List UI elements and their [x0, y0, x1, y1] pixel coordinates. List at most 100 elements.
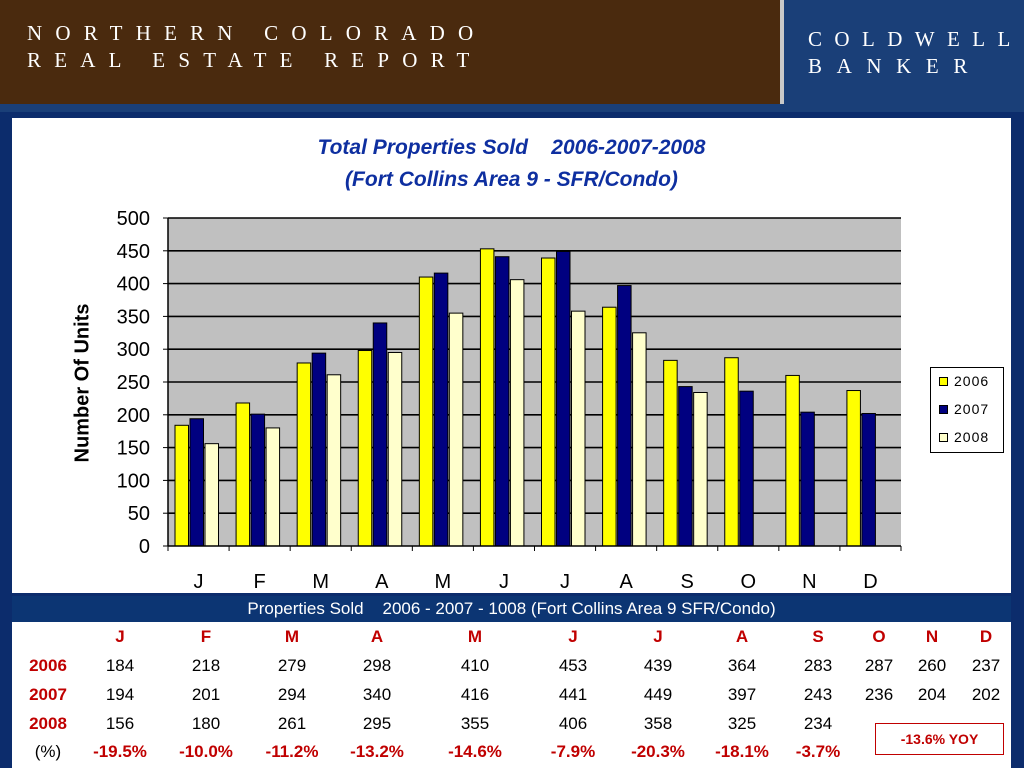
- x-tick-label: J: [560, 571, 570, 593]
- table-cell: -10.0%: [179, 742, 233, 761]
- brand-name-line1: COLDWELL: [808, 27, 1023, 51]
- table-cell: 236: [864, 685, 894, 704]
- bar-2007-2: [311, 352, 327, 547]
- bar-2006-7: [602, 306, 617, 547]
- table-col-header: S: [812, 627, 824, 646]
- table-cell: 243: [803, 685, 833, 704]
- report-header-band: [0, 0, 780, 104]
- y-tick-label: 200: [117, 405, 150, 427]
- x-tick-label: M: [312, 571, 329, 593]
- x-tick-label: S: [681, 571, 694, 593]
- table-cell: 294: [277, 685, 307, 704]
- bar-2008-4: [448, 312, 464, 547]
- x-tick-label: M: [435, 571, 452, 593]
- table-col-header: D: [979, 627, 993, 646]
- bar-2008-1: [265, 427, 281, 547]
- bar-2006-8: [663, 359, 678, 547]
- table-cell: 355: [460, 714, 490, 733]
- table-col-header: O: [872, 627, 886, 646]
- bar-2008-6: [571, 310, 586, 547]
- table-cell: 287: [864, 656, 894, 675]
- x-tick-label: F: [254, 571, 266, 593]
- bar-2006-11: [846, 390, 861, 547]
- table-cell: 218: [191, 656, 221, 675]
- yoy-note: -13.6% YOY: [875, 723, 1004, 755]
- bar-2006-10: [785, 374, 800, 547]
- chart-legend: 2006 2007 2008: [930, 367, 1004, 453]
- y-tick-label: 150: [117, 438, 150, 460]
- x-tick-label: D: [863, 571, 877, 593]
- y-tick-label: 400: [117, 274, 150, 296]
- table-cell: 261: [277, 714, 307, 733]
- table-col-header: M: [284, 627, 300, 646]
- bar-2007-10: [800, 411, 815, 547]
- table-cell: 410: [460, 656, 490, 675]
- x-tick-label: A: [375, 571, 389, 593]
- report-title-line2: REAL ESTATE REPORT: [27, 48, 483, 72]
- chart-title: Total Properties Sold 2006-2007-2008: [317, 136, 706, 159]
- bar-chart: 0 50 100 150 200 250 300 350 400 450 500 J F M A M J J A S O…: [117, 208, 902, 593]
- table-title-bar: Properties Sold 2006 - 2007 - 1008 (Fort…: [12, 596, 1011, 622]
- x-tick-label: A: [619, 571, 633, 593]
- x-tick-label: J: [499, 571, 509, 593]
- table-cell: 184: [105, 656, 135, 675]
- table-cell: 416: [460, 685, 490, 704]
- bar-2006-9: [724, 357, 739, 547]
- bar-2007-0: [189, 418, 204, 547]
- x-tick-label: O: [741, 571, 757, 593]
- table-row-label: 2007: [29, 685, 67, 704]
- table-cell: 325: [727, 714, 757, 733]
- y-tick-label: 450: [117, 241, 150, 263]
- table-cell: 340: [362, 685, 392, 704]
- table-row-label: (%): [34, 742, 62, 761]
- table-col-header: M: [467, 627, 483, 646]
- table-cell: -20.3%: [631, 742, 685, 761]
- legend-item-2007: 2007: [939, 399, 989, 419]
- y-tick-label: 250: [117, 372, 150, 394]
- table-cell: 406: [558, 714, 588, 733]
- bar-2007-5: [494, 256, 510, 547]
- y-tick-label: 0: [139, 536, 150, 558]
- table-row-label: 2008: [29, 714, 67, 733]
- y-tick-label: 350: [117, 306, 150, 328]
- bar-2006-5: [479, 248, 495, 547]
- table-col-header: J: [568, 627, 578, 646]
- table-cell: 397: [727, 685, 757, 704]
- table-cell: 260: [917, 656, 947, 675]
- table-cell: 202: [971, 685, 1001, 704]
- y-tick-label: 500: [117, 208, 150, 230]
- chart-subtitle: (Fort Collins Area 9 - SFR/Condo): [345, 168, 678, 191]
- table-col-header: F: [200, 627, 212, 646]
- data-table: [12, 622, 1011, 768]
- brand-header-band: [784, 0, 1024, 104]
- legend-swatch-2006: [939, 376, 948, 386]
- table-cell: 204: [917, 685, 947, 704]
- bar-2006-2: [296, 362, 312, 547]
- report-title-line1: NORTHERN COLORADO: [27, 21, 487, 45]
- table-cell: -18.1%: [715, 742, 769, 761]
- table-cell: -19.5%: [93, 742, 147, 761]
- table-cell: 364: [727, 656, 757, 675]
- header-divider: [0, 104, 1024, 112]
- table-cell: 237: [971, 656, 1001, 675]
- table-cell: -14.6%: [448, 742, 502, 761]
- table-cell: 156: [105, 714, 135, 733]
- bar-2008-8: [693, 391, 708, 547]
- bar-2006-1: [235, 402, 251, 547]
- table-cell: 194: [105, 685, 135, 704]
- bar-2008-0: [204, 443, 219, 547]
- bar-2007-3: [372, 322, 388, 547]
- y-tick-label: 100: [117, 470, 150, 492]
- brand-name-line2: BANKER: [808, 54, 982, 78]
- legend-label-2007: 2007: [954, 401, 990, 417]
- y-tick-label: 300: [117, 339, 150, 361]
- bar-2006-6: [541, 257, 556, 547]
- bar-2008-2: [326, 374, 342, 547]
- y-tick-label: 50: [128, 503, 150, 525]
- bar-2007-6: [556, 250, 571, 547]
- bar-2008-7: [632, 332, 647, 547]
- table-cell: 441: [558, 685, 588, 704]
- x-tick-label: N: [802, 571, 816, 593]
- table-cell: 298: [362, 656, 392, 675]
- legend-item-2006: 2006: [939, 371, 989, 391]
